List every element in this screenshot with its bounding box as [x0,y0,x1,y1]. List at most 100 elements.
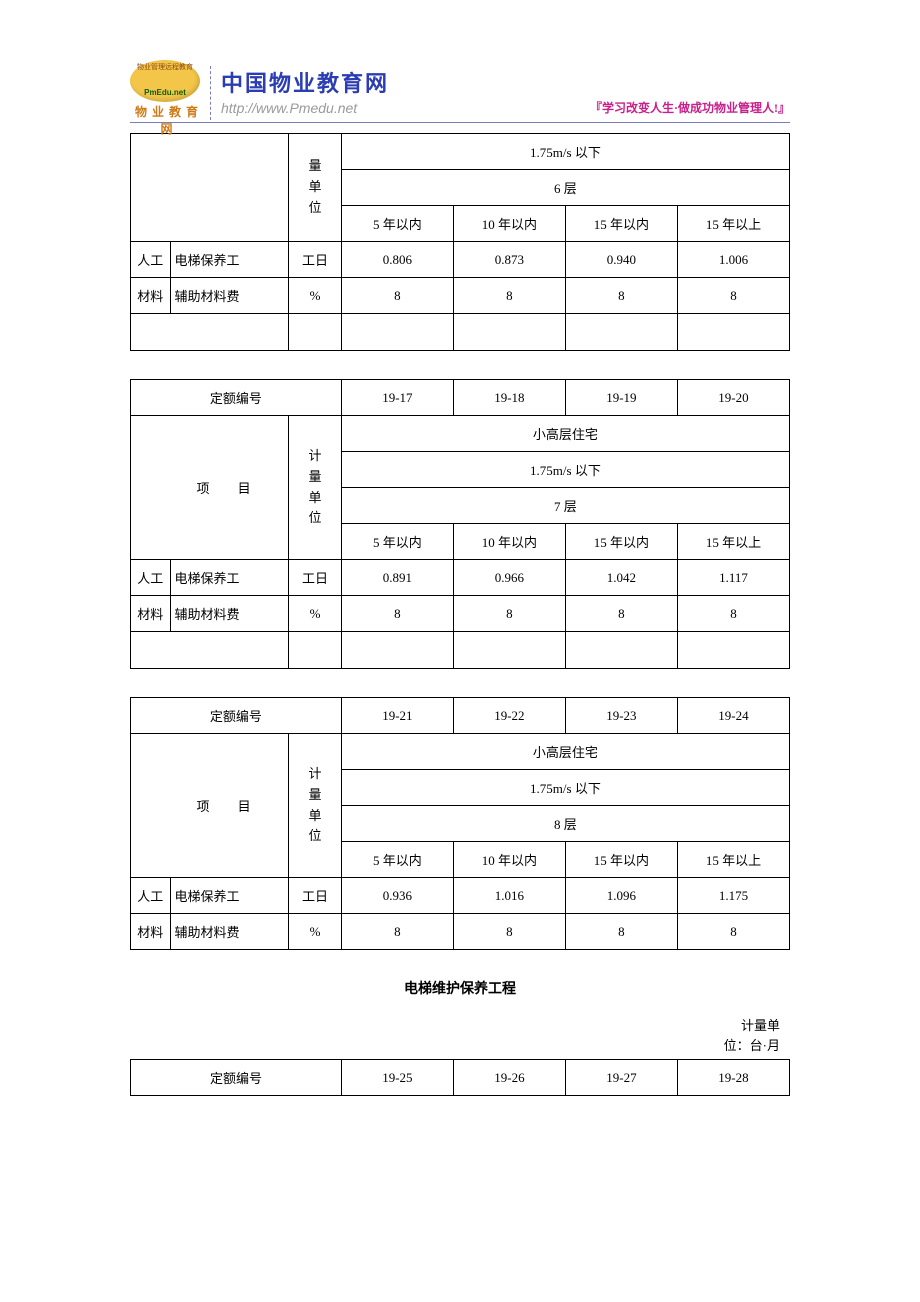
cell-value: 1.006 [677,242,789,278]
site-title: 中国物业教育网 [221,66,590,98]
empty-row [131,314,790,351]
col-y15p: 15 年以上 [677,524,789,560]
cell-value: 1.042 [565,560,677,596]
material-name: 辅助材料费 [170,596,289,632]
logo-domain-text: PmEdu.net [130,88,200,97]
labor-unit: 工日 [289,242,342,278]
cell-value: 8 [565,914,677,950]
cell-value: 0.806 [341,242,453,278]
site-url: http://www.Pmedu.net [221,100,590,116]
quota-no-label: 定额编号 [131,1060,342,1096]
item-header-blank [131,134,289,242]
cell-value: 1.117 [677,560,789,596]
code-cell: 19-23 [565,698,677,734]
table-row: 人工 电梯保养工 工日 0.806 0.873 0.940 1.006 [131,242,790,278]
material-unit: % [289,914,342,950]
code-cell: 19-22 [453,698,565,734]
unit-note: 计量单位：台·月 [130,1016,790,1055]
cell-value: 1.175 [677,878,789,914]
logo-bottom-text: 物 业 教 育 网 [130,103,204,137]
quota-no-label: 定额编号 [131,698,342,734]
code-cell: 19-17 [341,380,453,416]
unit-header: 计量单位 [289,416,342,560]
labor-name: 电梯保养工 [170,242,289,278]
table2-speed: 1.75m/s 以下 [341,452,789,488]
item-header: 项目 [131,416,289,560]
table-row: 人工 电梯保养工 工日 0.936 1.016 1.096 1.175 [131,878,790,914]
table1-speed: 1.75m/s 以下 [341,134,789,170]
cell-value: 8 [677,596,789,632]
section-title: 电梯维护保养工程 [130,978,790,998]
quota-table-4: 定额编号 19-25 19-26 19-27 19-28 [130,1059,790,1096]
item-header: 项目 [131,734,289,878]
col-y15: 15 年以内 [565,842,677,878]
cell-value: 8 [565,278,677,314]
material-label: 材料 [131,596,171,632]
cell-value: 8 [677,278,789,314]
cell-value: 8 [677,914,789,950]
code-cell: 19-25 [341,1060,453,1096]
labor-unit: 工日 [289,560,342,596]
cell-value: 8 [453,278,565,314]
logo-top-text: 物业管理远程教育 [130,60,200,72]
cell-value: 1.096 [565,878,677,914]
table3-floor: 8 层 [341,806,789,842]
col-y10: 10 年以内 [453,524,565,560]
tagline: 『学习改变人生·做成功物业管理人!』 [590,99,790,120]
code-cell: 19-24 [677,698,789,734]
col-y10: 10 年以内 [453,206,565,242]
col-y15: 15 年以内 [565,524,677,560]
table-row: 人工 电梯保养工 工日 0.891 0.966 1.042 1.117 [131,560,790,596]
material-name: 辅助材料费 [170,278,289,314]
material-unit: % [289,596,342,632]
labor-label: 人工 [131,878,171,914]
unit-header: 计量单位 [289,734,342,878]
code-cell: 19-18 [453,380,565,416]
cell-value: 0.940 [565,242,677,278]
table-row: 材料 辅助材料费 % 8 8 8 8 [131,914,790,950]
col-y5: 5 年以内 [341,524,453,560]
table2-floor: 7 层 [341,488,789,524]
title-block: 中国物业教育网 http://www.Pmedu.net [210,66,590,120]
cell-value: 0.966 [453,560,565,596]
material-name: 辅助材料费 [170,914,289,950]
cell-value: 8 [453,914,565,950]
code-cell: 19-26 [453,1060,565,1096]
code-cell: 19-28 [677,1060,789,1096]
cell-value: 8 [565,596,677,632]
cell-value: 1.016 [453,878,565,914]
table3-speed: 1.75m/s 以下 [341,770,789,806]
col-y10: 10 年以内 [453,842,565,878]
table1-floor: 6 层 [341,170,789,206]
labor-name: 电梯保养工 [170,560,289,596]
col-y15: 15 年以内 [565,206,677,242]
quota-table-3: 定额编号 19-21 19-22 19-23 19-24 项目 计量单位 小高层… [130,697,790,950]
cell-value: 8 [341,914,453,950]
material-label: 材料 [131,278,171,314]
cell-value: 0.891 [341,560,453,596]
page-header: 物业管理远程教育 PmEdu.net 物 业 教 育 网 中国物业教育网 htt… [130,60,790,123]
labor-label: 人工 [131,242,171,278]
col-y15p: 15 年以上 [677,842,789,878]
labor-unit: 工日 [289,878,342,914]
quota-table-1: 量单位 1.75m/s 以下 6 层 5 年以内 10 年以内 15 年以内 1… [130,133,790,351]
code-cell: 19-20 [677,380,789,416]
site-logo: 物业管理远程教育 PmEdu.net 物 业 教 育 网 [130,60,202,120]
cell-value: 0.936 [341,878,453,914]
code-cell: 19-27 [565,1060,677,1096]
table2-cat: 小高层住宅 [341,416,789,452]
cell-value: 8 [341,596,453,632]
table-row: 材料 辅助材料费 % 8 8 8 8 [131,596,790,632]
material-label: 材料 [131,914,171,950]
cell-value: 0.873 [453,242,565,278]
col-y5: 5 年以内 [341,842,453,878]
quota-no-label: 定额编号 [131,380,342,416]
code-cell: 19-21 [341,698,453,734]
labor-name: 电梯保养工 [170,878,289,914]
code-cell: 19-19 [565,380,677,416]
quota-table-2: 定额编号 19-17 19-18 19-19 19-20 项目 计量单位 小高层… [130,379,790,669]
cell-value: 8 [341,278,453,314]
col-y5: 5 年以内 [341,206,453,242]
empty-row [131,632,790,669]
material-unit: % [289,278,342,314]
